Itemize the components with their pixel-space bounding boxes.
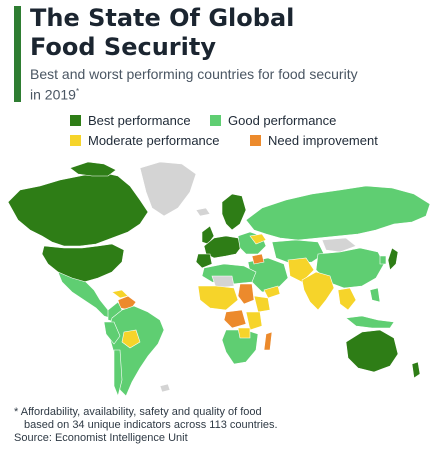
region-japan xyxy=(387,247,399,271)
accent-bar xyxy=(14,6,21,102)
region-scandinavia xyxy=(221,193,247,231)
legend-label-moderate: Moderate performance xyxy=(88,132,220,148)
legend-swatch-best xyxy=(70,114,81,126)
region-sudan xyxy=(237,283,255,305)
region-canada xyxy=(7,171,149,247)
legend-swatch-improve xyxy=(250,134,261,146)
region-russia xyxy=(245,185,431,241)
region-uk xyxy=(201,225,215,245)
region-ethiopia xyxy=(253,295,271,313)
region-east-africa xyxy=(245,311,263,331)
legend-item-good: Good performance xyxy=(210,113,380,128)
region-australia xyxy=(345,329,399,373)
legend-row: Best performance Good performance xyxy=(70,110,410,130)
page-title: The State Of Global Food Security xyxy=(30,4,430,62)
region-iberia xyxy=(195,253,213,269)
region-bolivia xyxy=(121,329,141,349)
legend-swatch-moderate xyxy=(70,134,81,146)
region-mongolia xyxy=(321,237,357,253)
legend: Best performance Good performance Modera… xyxy=(70,110,410,150)
legend-row: Moderate performance Need improvement xyxy=(70,130,410,150)
region-middle-east xyxy=(247,257,289,293)
region-iceland xyxy=(195,207,211,217)
region-usa xyxy=(41,243,125,283)
region-small-islands xyxy=(159,383,171,393)
subtitle-line-1: Best and worst performing countries for … xyxy=(30,66,358,82)
region-madagascar xyxy=(263,331,273,351)
footnote-line-2: based on 34 unique indicators across 113… xyxy=(24,419,278,431)
region-indonesia xyxy=(345,315,395,329)
legend-label-improve: Need improvement xyxy=(268,132,378,148)
region-new-zealand xyxy=(411,361,421,379)
subtitle-line-2: in 2019 xyxy=(30,86,76,103)
footnote: * Affordability, availability, safety an… xyxy=(14,406,424,445)
region-greenland xyxy=(139,161,197,217)
legend-item-best: Best performance xyxy=(70,113,210,128)
region-peru xyxy=(103,321,121,345)
footnote-line-1: * Affordability, availability, safety an… xyxy=(14,406,262,418)
legend-label-best: Best performance xyxy=(88,112,191,128)
region-ukraine xyxy=(249,233,267,245)
region-yemen xyxy=(263,285,281,299)
subtitle-footnote-marker: * xyxy=(75,87,80,96)
world-map xyxy=(7,161,431,397)
region-arctic-islands xyxy=(69,161,117,177)
region-central-africa xyxy=(223,309,247,329)
legend-item-improve: Need improvement xyxy=(250,133,410,148)
legend-swatch-good xyxy=(210,114,221,126)
legend-item-moderate: Moderate performance xyxy=(70,133,250,148)
source: Source: Economist Intelligence Unit xyxy=(14,432,188,444)
region-pakistan xyxy=(287,257,315,283)
region-india xyxy=(301,271,335,311)
title-line-2: Food Security xyxy=(30,33,216,61)
region-zambia xyxy=(237,327,251,339)
region-korea xyxy=(379,255,387,265)
region-chile xyxy=(113,349,123,397)
title-line-1: The State Of Global xyxy=(30,4,295,32)
region-syria xyxy=(251,253,265,265)
region-philippines xyxy=(369,287,381,303)
region-southeast-asia xyxy=(337,287,357,311)
subtitle: Best and worst performing countries for … xyxy=(30,66,430,104)
legend-label-good: Good performance xyxy=(228,112,337,128)
region-west-africa xyxy=(197,285,239,311)
region-sahara xyxy=(211,275,235,289)
